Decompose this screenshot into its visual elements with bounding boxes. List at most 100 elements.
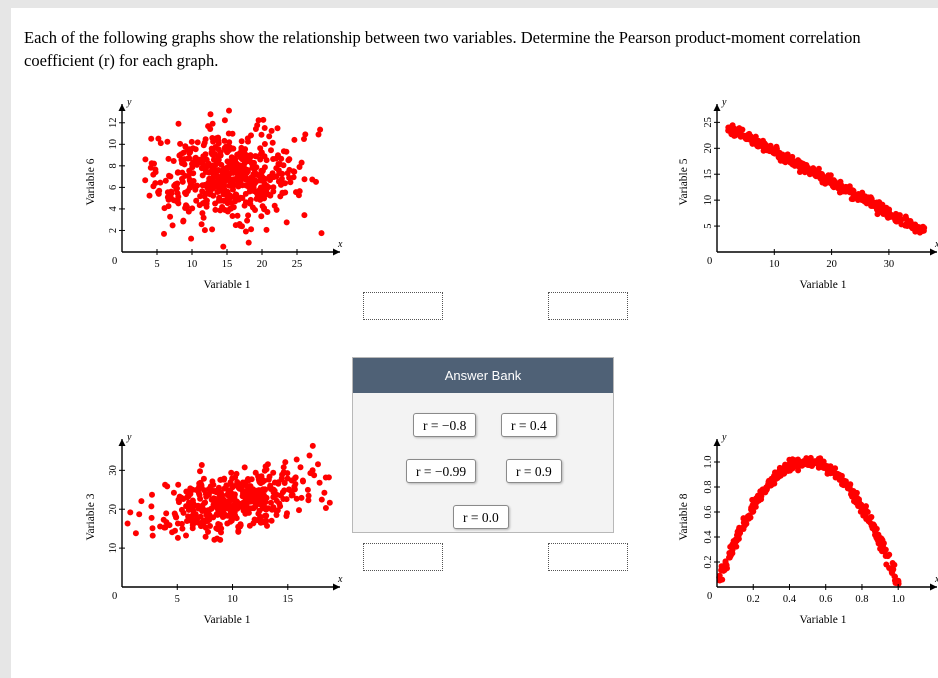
data-point (207, 111, 214, 118)
data-point (749, 496, 756, 503)
origin-label: 0 (707, 256, 712, 267)
data-point (902, 213, 909, 220)
x-tick-label: 10 (187, 259, 198, 270)
answer-chip[interactable]: r = 0.0 (453, 505, 509, 529)
x-tick-label: 1.0 (892, 594, 905, 605)
data-point (208, 505, 215, 512)
data-point (174, 534, 181, 541)
data-point (209, 180, 216, 187)
data-point (223, 188, 230, 195)
data-point (197, 495, 204, 502)
answer-chip[interactable]: r = 0.4 (501, 413, 557, 437)
data-point (772, 476, 779, 482)
data-point (206, 169, 213, 175)
data-point (185, 208, 192, 215)
data-point (268, 147, 274, 154)
data-points (716, 454, 902, 587)
data-point (264, 522, 270, 529)
data-point (283, 496, 290, 503)
data-point (271, 202, 278, 209)
x-tick-label: 0.6 (819, 594, 832, 605)
data-point (207, 191, 213, 198)
data-point (812, 458, 819, 465)
data-point (205, 486, 212, 493)
x-arrow (333, 248, 340, 256)
x-tick-label: 20 (826, 259, 837, 270)
data-point (198, 165, 205, 172)
data-point (293, 495, 300, 502)
answer-chip[interactable]: r = −0.99 (406, 459, 477, 483)
x-arrow (333, 583, 340, 591)
data-point (235, 528, 242, 535)
data-point (270, 184, 277, 191)
drop-target-variable8[interactable] (548, 543, 628, 571)
data-point (196, 483, 203, 490)
data-point (152, 180, 159, 187)
data-point (263, 157, 270, 164)
data-point (197, 193, 204, 200)
data-point (892, 210, 899, 217)
y-axis-letter: y (126, 97, 132, 108)
data-point (241, 149, 248, 156)
data-point (819, 175, 826, 182)
data-point (263, 226, 270, 233)
data-point (174, 169, 181, 176)
data-point (283, 219, 290, 226)
drop-target-variable3[interactable] (363, 543, 443, 571)
data-point (196, 202, 203, 209)
data-point (270, 489, 277, 496)
drop-target-variable6[interactable] (363, 292, 443, 320)
data-point (200, 475, 207, 482)
data-point (284, 170, 291, 177)
data-point (142, 156, 149, 163)
data-point (292, 474, 299, 481)
data-point (248, 226, 255, 233)
data-point (322, 505, 329, 511)
data-point (752, 503, 759, 510)
y-arrow (713, 104, 721, 111)
data-point (239, 195, 246, 201)
data-point (147, 164, 154, 171)
data-point (166, 522, 173, 529)
x-tick-label: 0.4 (783, 594, 797, 605)
data-point (202, 499, 209, 506)
data-point (726, 550, 733, 556)
data-point (757, 493, 763, 500)
data-point (225, 499, 232, 506)
data-point (207, 126, 214, 132)
x-tick-label: 25 (292, 259, 303, 270)
data-point (226, 139, 233, 146)
data-point (268, 499, 274, 506)
data-point (285, 157, 292, 164)
data-point (242, 228, 249, 235)
data-point (176, 493, 183, 500)
data-point (223, 175, 230, 182)
data-point (177, 140, 184, 147)
data-point (245, 212, 252, 219)
x-tick-label: 0.8 (855, 594, 868, 605)
answer-chip[interactable]: r = 0.9 (506, 459, 562, 483)
data-point (243, 169, 250, 176)
data-point (311, 472, 318, 479)
data-point (911, 223, 918, 230)
data-point (263, 466, 270, 473)
data-point (155, 190, 162, 197)
data-point (301, 212, 308, 219)
data-point (306, 452, 313, 459)
data-point (268, 517, 275, 524)
y-tick-label: 15 (703, 169, 714, 180)
scatter-plot-variable3: y x 0 5 10 15 10 20 30 Variable 1 Variable 3 (82, 432, 343, 635)
y-tick-label: 5 (703, 223, 714, 228)
data-point (825, 467, 832, 474)
origin-label: 0 (707, 591, 712, 602)
y-tick-label: 6 (108, 185, 119, 190)
data-point (258, 149, 265, 156)
data-point (161, 205, 168, 212)
data-point (237, 522, 244, 529)
answer-chip[interactable]: r = −0.8 (413, 413, 477, 437)
data-point (160, 516, 167, 523)
drop-target-variable5[interactable] (548, 292, 628, 320)
data-point (224, 158, 231, 165)
x-tick-label: 10 (769, 259, 780, 270)
data-point (822, 180, 829, 187)
